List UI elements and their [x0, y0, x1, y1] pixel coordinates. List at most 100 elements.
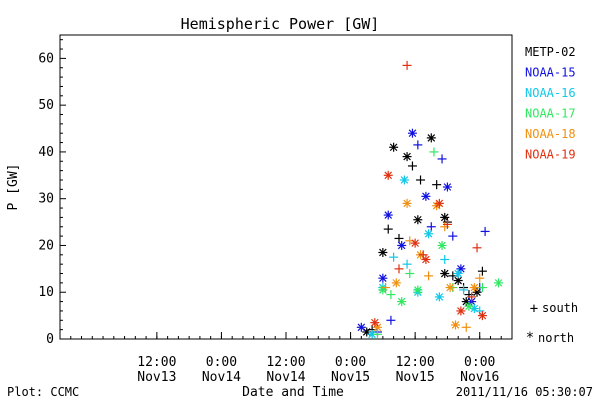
x-tick-time-label: 12:00 — [137, 355, 176, 370]
legend-item-metp-02: METP-02 — [525, 45, 576, 59]
legend-item-noaa-15: NOAA-15 — [525, 66, 576, 80]
y-tick-label: 0 — [46, 332, 54, 347]
south-point — [381, 283, 391, 293]
south-marker-symbol: + — [530, 301, 538, 317]
south-point — [475, 306, 485, 316]
x-tick-date-label: Nov15 — [331, 370, 370, 385]
north-point — [389, 142, 399, 152]
north-point — [453, 269, 463, 279]
north-point — [407, 128, 417, 138]
north-point — [413, 285, 423, 295]
south-point — [416, 175, 426, 185]
y-tick-label: 30 — [38, 192, 54, 207]
x-tick-date-label: Nov14 — [266, 370, 305, 385]
north-point — [437, 240, 447, 250]
south-point — [402, 259, 412, 269]
south-point — [424, 271, 434, 281]
north-point — [397, 297, 407, 307]
south-point — [386, 315, 396, 325]
south-point — [386, 290, 396, 300]
y-tick-label: 20 — [38, 238, 54, 253]
north-point — [453, 276, 463, 286]
x-tick-time-label: 12:00 — [396, 355, 435, 370]
south-point — [437, 154, 447, 164]
north-point — [413, 215, 423, 225]
north-point — [424, 229, 434, 239]
north-point — [456, 306, 466, 316]
x-tick-date-label: Nov16 — [460, 370, 499, 385]
north-point — [421, 191, 431, 201]
x-axis-label: Date and Time — [242, 385, 344, 400]
north-point — [402, 198, 412, 208]
south-point — [440, 254, 450, 264]
x-tick-date-label: Nov15 — [396, 370, 435, 385]
south-point — [383, 224, 393, 234]
data-points — [356, 60, 504, 339]
north-point — [370, 318, 380, 328]
x-tick-date-label: Nov13 — [137, 370, 176, 385]
south-point — [389, 252, 399, 262]
north-point — [440, 212, 450, 222]
north-point — [494, 278, 504, 288]
north-point — [434, 198, 444, 208]
north-point — [378, 273, 388, 283]
south-point — [394, 233, 404, 243]
legend-item-noaa-18: NOAA-18 — [525, 127, 576, 141]
south-point — [442, 219, 452, 229]
south-point — [426, 222, 436, 232]
north-point — [356, 322, 366, 332]
legend-item-noaa-16: NOAA-16 — [525, 86, 576, 100]
y-axis-label: P [GW] — [6, 164, 21, 211]
south-point — [418, 250, 428, 260]
x-tick-date-label: Nov14 — [202, 370, 241, 385]
south-point — [402, 60, 412, 70]
south-point — [461, 322, 471, 332]
north-point — [451, 320, 460, 330]
north-point — [383, 170, 393, 180]
north-point — [383, 210, 393, 220]
north-point — [469, 283, 479, 293]
south-point — [475, 273, 485, 283]
south-point — [448, 231, 458, 241]
series-noaa-19 — [370, 60, 487, 328]
south-point — [405, 269, 415, 279]
y-tick-label: 60 — [38, 51, 54, 66]
south-point — [394, 264, 404, 274]
south-point — [459, 285, 469, 295]
south-point — [477, 283, 487, 293]
marker-legend-north: * north — [526, 330, 574, 346]
south-point — [472, 243, 482, 253]
y-tick-label: 50 — [38, 98, 54, 113]
north-point — [445, 283, 455, 293]
plot-timestamp: 2011/11/16 05:30:07 — [456, 385, 593, 399]
north-point — [434, 292, 444, 302]
north-point — [426, 133, 436, 143]
x-tick-time-label: 12:00 — [266, 355, 305, 370]
north-point — [464, 301, 474, 311]
x-tick-time-label: 0:00 — [464, 355, 495, 370]
north-point — [367, 329, 377, 339]
south-point — [413, 140, 423, 150]
plot-credit: Plot: CCMC — [7, 385, 79, 399]
north-point — [440, 269, 450, 279]
north-point — [378, 247, 388, 257]
y-tick-label: 10 — [38, 285, 54, 300]
north-point — [397, 240, 407, 250]
south-marker-label: south — [542, 301, 578, 315]
y-tick-label: 40 — [38, 145, 54, 160]
south-point — [477, 266, 487, 276]
series-legend: METP-02 NOAA-15 NOAA-16 NOAA-17 NOAA-18 NOAA-… — [525, 45, 576, 162]
x-tick-time-label: 0:00 — [206, 355, 237, 370]
north-point — [477, 311, 487, 321]
south-point — [467, 292, 477, 302]
south-point — [407, 161, 417, 171]
north-point — [421, 254, 431, 264]
legend-item-noaa-17: NOAA-17 — [525, 107, 576, 121]
legend-item-noaa-19: NOAA-19 — [525, 148, 576, 162]
south-point — [432, 180, 442, 190]
north-point — [402, 152, 412, 162]
series-noaa-15 — [356, 128, 490, 337]
north-point — [399, 175, 409, 185]
